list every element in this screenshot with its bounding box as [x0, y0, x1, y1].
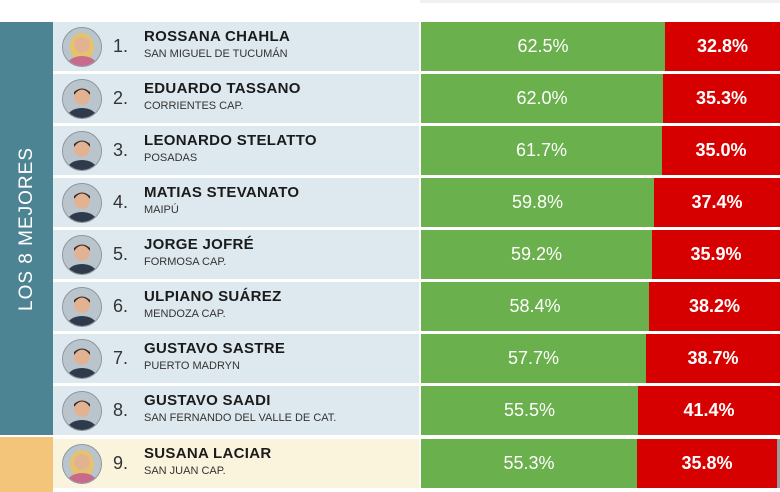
approve-segment: 58.4%	[421, 282, 649, 331]
city-name: FORMOSA CAP.	[144, 256, 227, 268]
mayor-name: ULPIANO SUÁREZ	[144, 288, 282, 305]
approval-bar: 62.5% 32.8%	[421, 22, 780, 71]
rank-number: 9.	[113, 453, 129, 473]
city-name: SAN JUAN CAP.	[144, 465, 226, 477]
rank-number: 3.	[113, 140, 129, 160]
city-name: SAN MIGUEL DE TUCUMÁN	[144, 48, 288, 60]
approval-bar: 57.7% 38.7%	[421, 334, 780, 383]
mayor-name: LEONARDO STELATTO	[144, 132, 317, 149]
rank-number: 8.	[113, 400, 129, 420]
approve-segment: 55.5%	[421, 386, 638, 435]
disapprove-segment: 32.8%	[665, 22, 780, 71]
mayor-name: GUSTAVO SASTRE	[144, 340, 286, 357]
disapprove-segment: 35.8%	[637, 439, 777, 488]
approval-bar: 58.4% 38.2%	[421, 282, 780, 331]
approve-segment: 59.2%	[421, 230, 652, 279]
approve-segment: 62.5%	[421, 22, 665, 71]
rank-number: 6.	[113, 296, 129, 316]
row-info: 5. JORGE JOFRÉ FORMOSA CAP.	[53, 230, 419, 279]
male-portrait-icon	[62, 183, 102, 223]
ranking-row: 3. LEONARDO STELATTO POSADAS 61.7% 35.0%	[53, 126, 780, 175]
mayor-name: EDUARDO TASSANO	[144, 80, 301, 97]
male-portrait-icon	[62, 79, 102, 119]
approval-bar: 59.2% 35.9%	[421, 230, 780, 279]
ranking-row: 9. SUSANA LACIAR SAN JUAN CAP. 55.3% 35.8%	[53, 439, 780, 488]
rank-number: 2.	[113, 88, 129, 108]
rank-number: 1.	[113, 36, 129, 56]
city-name: POSADAS	[144, 152, 198, 164]
top-strip	[420, 0, 780, 3]
ranking-row: 7. GUSTAVO SASTRE PUERTO MADRYN 57.7% 38.7%	[53, 334, 780, 383]
rank-number: 7.	[113, 348, 129, 368]
disapprove-segment: 41.4%	[638, 386, 780, 435]
side-label-text: LOS 8 MEJORES	[15, 146, 37, 311]
city-name: PUERTO MADRYN	[144, 360, 240, 372]
male-portrait-icon	[62, 339, 102, 379]
city-name: SAN FERNANDO DEL VALLE DE CAT.	[144, 412, 337, 424]
ranking-row: 4. MATIAS STEVANATO MAIPÚ 59.8% 37.4%	[53, 178, 780, 227]
row-info: 6. ULPIANO SUÁREZ MENDOZA CAP.	[53, 282, 419, 331]
mayor-name: SUSANA LACIAR	[144, 445, 272, 462]
mayor-name: MATIAS STEVANATO	[144, 184, 300, 201]
row-info: 2. EDUARDO TASSANO CORRIENTES CAP.	[53, 74, 419, 123]
mayor-name: ROSSANA CHAHLA	[144, 28, 291, 45]
approve-segment: 59.8%	[421, 178, 654, 227]
side-panel-label: LOS 8 MEJORES	[0, 22, 53, 435]
male-portrait-icon	[62, 131, 102, 171]
rank-number: 4.	[113, 192, 129, 212]
male-portrait-icon	[62, 391, 102, 431]
row-info: 7. GUSTAVO SASTRE PUERTO MADRYN	[53, 334, 419, 383]
approve-segment: 61.7%	[421, 126, 662, 175]
remainder-segment	[777, 439, 780, 488]
rank-number: 5.	[113, 244, 129, 264]
row-info: 1. ROSSANA CHAHLA SAN MIGUEL DE TUCUMÁN	[53, 22, 419, 71]
mayor-name: JORGE JOFRÉ	[144, 236, 254, 253]
approve-segment: 57.7%	[421, 334, 646, 383]
mayor-name: GUSTAVO SAADI	[144, 392, 271, 409]
female-portrait-icon	[62, 444, 102, 484]
disapprove-segment: 35.0%	[662, 126, 780, 175]
male-portrait-icon	[62, 287, 102, 327]
disapprove-segment: 38.7%	[646, 334, 780, 383]
disapprove-segment: 38.2%	[649, 282, 780, 331]
approval-bar: 55.3% 35.8%	[421, 439, 780, 488]
city-name: MAIPÚ	[144, 204, 179, 216]
city-name: CORRIENTES CAP.	[144, 100, 244, 112]
approve-segment: 55.3%	[421, 439, 637, 488]
city-name: MENDOZA CAP.	[144, 308, 226, 320]
ranking-row: 8. GUSTAVO SAADI SAN FERNANDO DEL VALLE DE…	[53, 386, 780, 435]
approve-segment: 62.0%	[421, 74, 663, 123]
disapprove-segment: 37.4%	[654, 178, 780, 227]
ranking-row: 5. JORGE JOFRÉ FORMOSA CAP. 59.2% 35.9%	[53, 230, 780, 279]
ranking-row: 6. ULPIANO SUÁREZ MENDOZA CAP. 58.4% 38.2%	[53, 282, 780, 331]
female-portrait-icon	[62, 27, 102, 67]
approval-bar: 59.8% 37.4%	[421, 178, 780, 227]
male-portrait-icon	[62, 235, 102, 275]
approval-bar: 61.7% 35.0%	[421, 126, 780, 175]
ranking-row: 1. ROSSANA CHAHLA SAN MIGUEL DE TUCUMÁN 62.…	[53, 22, 780, 71]
row-info: 8. GUSTAVO SAADI SAN FERNANDO DEL VALLE DE…	[53, 386, 419, 435]
approval-bar: 55.5% 41.4%	[421, 386, 780, 435]
approval-bar: 62.0% 35.3%	[421, 74, 780, 123]
side-panel-highlight	[0, 437, 53, 492]
disapprove-segment: 35.9%	[652, 230, 780, 279]
ranking-row: 2. EDUARDO TASSANO CORRIENTES CAP. 62.0% 35.…	[53, 74, 780, 123]
disapprove-segment: 35.3%	[663, 74, 780, 123]
row-info: 4. MATIAS STEVANATO MAIPÚ	[53, 178, 419, 227]
row-info: 3. LEONARDO STELATTO POSADAS	[53, 126, 419, 175]
row-info: 9. SUSANA LACIAR SAN JUAN CAP.	[53, 439, 419, 488]
